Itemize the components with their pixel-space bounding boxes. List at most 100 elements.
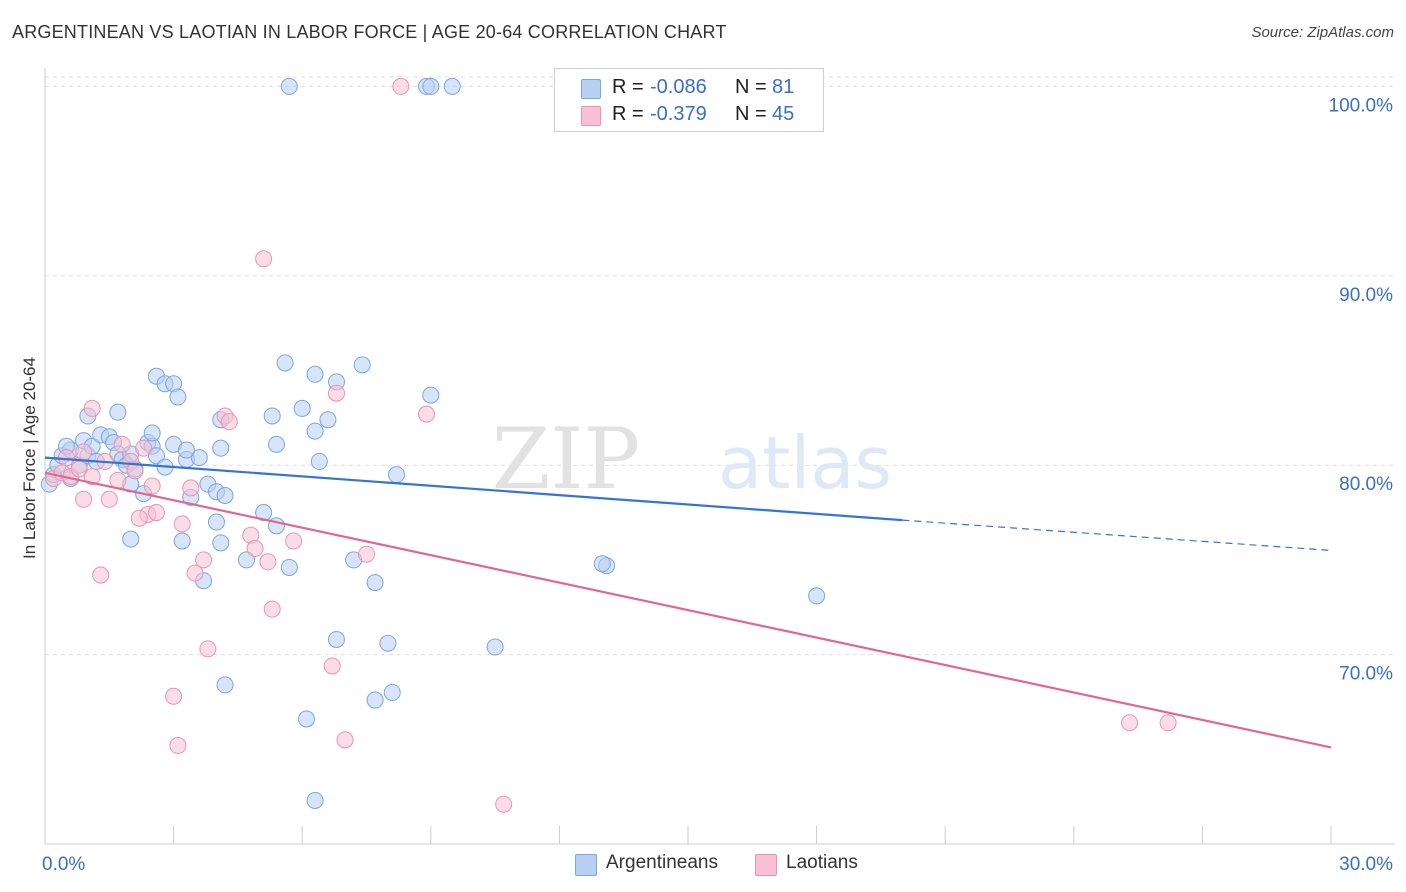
argentinean-point [280, 558, 298, 576]
argentinean-point [216, 487, 234, 505]
blue-swatch [575, 854, 597, 876]
stats-legend: R = -0.086 N = 81 R = -0.379 N = 45 [554, 68, 824, 132]
laotian-point [255, 250, 273, 268]
argentinean-point [306, 365, 324, 383]
watermark-zip: ZIP [492, 410, 640, 508]
chart-title: ARGENTINEAN VS LAOTIAN IN LABOR FORCE | … [12, 22, 727, 42]
r-value: -0.086 [650, 76, 707, 98]
y-tick-label: 70.0% [1339, 664, 1393, 685]
argentinean-point [212, 534, 230, 552]
argentinean-trend-extension [902, 519, 1332, 552]
laotian-point [195, 551, 213, 569]
x-tick-label-min: 0.0% [42, 854, 85, 875]
laotian-point [143, 477, 161, 495]
argentinean-point [293, 399, 311, 417]
laotian-point [259, 553, 277, 571]
argentinean-point [280, 77, 298, 95]
argentinean-point [306, 422, 324, 440]
laotian-point [173, 515, 191, 533]
r-label: R = [612, 103, 644, 125]
r-label: R = [612, 76, 644, 98]
laotian-point [186, 564, 204, 582]
argentinean-point [237, 551, 255, 569]
argentinean-point [353, 356, 371, 374]
x-tick-label-max: 30.0% [1339, 854, 1393, 875]
laotian-point [92, 566, 110, 584]
laotian-point [392, 77, 410, 95]
argentinean-point [216, 676, 234, 694]
laotian-point [182, 479, 200, 497]
y-tick-label: 80.0% [1339, 474, 1393, 495]
stats-row-laotians: R = -0.379 N = 45 [555, 101, 823, 127]
argentinean-point [297, 710, 315, 728]
legend-label: Argentineans [606, 852, 718, 873]
laotian-point [113, 435, 131, 453]
n-label: N = [735, 103, 767, 125]
stats-row-argentineans: R = -0.086 N = 81 [555, 74, 823, 100]
laotian-trend-line [44, 471, 1332, 749]
n-value: 45 [772, 103, 795, 125]
argentinean-point [263, 407, 281, 425]
n-value: 81 [772, 76, 795, 98]
y-axis-label: In Labor Force | Age 20-64 [20, 357, 39, 559]
argentinean-point [267, 435, 285, 453]
laotian-point [83, 399, 101, 417]
pink-swatch [581, 106, 601, 126]
watermark-atlas: atlas [718, 421, 892, 505]
argentinean-point [143, 424, 161, 442]
laotian-point [100, 490, 118, 508]
argentinean-point [173, 532, 191, 550]
laotian-point [130, 509, 148, 527]
laotian-point [126, 462, 144, 480]
argentinean-point [177, 441, 195, 459]
source-label: Source: ZipAtlas.com [1251, 24, 1394, 41]
watermark: ZIP atlas [492, 410, 892, 508]
laotian-point [418, 405, 436, 423]
argentinean-point [276, 354, 294, 372]
laotian-point [165, 687, 183, 705]
laotian-point [75, 443, 93, 461]
argentinean-point [207, 513, 225, 531]
r-value: -0.379 [650, 103, 707, 125]
argentinean-point [109, 403, 127, 421]
legend-label: Laotians [786, 852, 858, 873]
y-tick-label: 90.0% [1339, 285, 1393, 306]
blue-swatch [581, 79, 601, 99]
argentinean-point [319, 411, 337, 429]
y-tick-labels: 70.0% 80.0% 90.0% 100.0% [1329, 95, 1394, 684]
laotian-point [336, 731, 354, 749]
laotian-point [323, 657, 341, 675]
laotian-point [57, 449, 75, 467]
argentinean-point [808, 587, 826, 605]
argentinean-point [486, 638, 504, 656]
argentinean-point [422, 386, 440, 404]
x-tick-labels: 0.0% 30.0% [42, 854, 1393, 875]
laotian-point [109, 471, 127, 489]
laotian-point [75, 490, 93, 508]
y-tick-label: 100.0% [1329, 95, 1394, 116]
trend-lines [44, 456, 1332, 749]
argentinean-point [306, 791, 324, 809]
laotian-point [135, 439, 153, 457]
argentinean-point [212, 439, 230, 457]
laotian-point [147, 504, 165, 522]
argentinean-point [310, 452, 328, 470]
argentinean-trend-line [44, 456, 903, 522]
argentinean-point [379, 634, 397, 652]
argentinean-point [593, 555, 611, 573]
laotian-point [285, 532, 303, 550]
argentinean-point [169, 388, 187, 406]
laotian-point [1121, 714, 1139, 732]
laotian-point [327, 384, 345, 402]
laotian-point [199, 640, 217, 658]
laotian-point [220, 413, 238, 431]
pink-swatch [755, 854, 777, 876]
argentinean-point [383, 683, 401, 701]
laotian-point [246, 540, 264, 558]
argentinean-point [122, 530, 140, 548]
argentinean-point [422, 77, 440, 95]
argentinean-point [147, 447, 165, 465]
n-label: N = [735, 76, 767, 98]
argentinean-point [443, 77, 461, 95]
